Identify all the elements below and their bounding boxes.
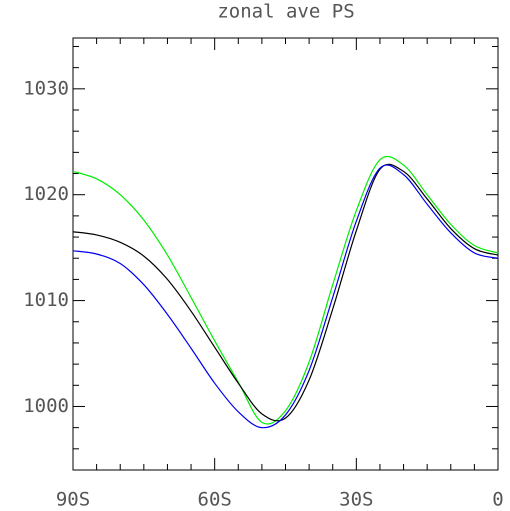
chart-title: zonal ave PS bbox=[217, 1, 354, 23]
x-tick-label: 30S bbox=[339, 489, 373, 511]
y-tick-label: 1030 bbox=[23, 77, 69, 99]
x-tick-label: 60S bbox=[198, 489, 232, 511]
series-line bbox=[72, 164, 499, 429]
series-line bbox=[72, 155, 499, 425]
y-tick-label: 1000 bbox=[23, 395, 69, 417]
series-line bbox=[72, 163, 499, 422]
x-tick-label: 90S bbox=[56, 489, 90, 511]
y-tick-label: 1010 bbox=[23, 289, 69, 311]
plot-frame bbox=[72, 37, 499, 471]
x-tick-label: 0 bbox=[492, 489, 503, 511]
y-tick-label: 1020 bbox=[23, 183, 69, 205]
